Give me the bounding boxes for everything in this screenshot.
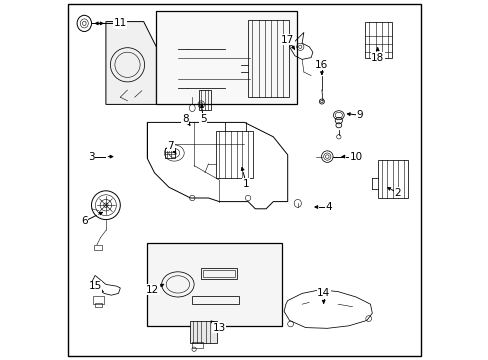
- Text: 5: 5: [200, 114, 206, 124]
- Bar: [201, 268, 237, 279]
- Text: 11: 11: [113, 18, 127, 28]
- Text: 10: 10: [349, 152, 362, 162]
- Bar: [215, 131, 253, 178]
- Bar: [94, 245, 102, 250]
- Text: 6: 6: [81, 216, 87, 226]
- Bar: [203, 270, 235, 277]
- Bar: [199, 90, 211, 110]
- Text: 3: 3: [88, 152, 95, 162]
- Text: 18: 18: [370, 53, 384, 63]
- Bar: [377, 160, 407, 198]
- Text: 2: 2: [393, 188, 400, 198]
- Text: 7: 7: [167, 141, 174, 151]
- Bar: [247, 20, 289, 97]
- Bar: [189, 321, 216, 343]
- Bar: [192, 296, 239, 304]
- Text: 9: 9: [356, 110, 362, 120]
- Bar: [156, 11, 296, 104]
- Bar: [95, 303, 102, 307]
- Text: 1: 1: [243, 179, 249, 189]
- Polygon shape: [106, 22, 156, 104]
- Bar: [93, 296, 104, 304]
- Text: 8: 8: [182, 114, 188, 124]
- Bar: [164, 148, 175, 158]
- Text: 12: 12: [146, 285, 159, 295]
- Text: 4: 4: [325, 202, 332, 212]
- Bar: [365, 22, 391, 58]
- Bar: [147, 243, 282, 326]
- Text: 16: 16: [315, 60, 328, 70]
- Text: 15: 15: [88, 281, 102, 291]
- Bar: [192, 342, 203, 348]
- Text: 13: 13: [212, 323, 225, 333]
- Text: 17: 17: [281, 35, 294, 45]
- Text: 14: 14: [316, 288, 330, 298]
